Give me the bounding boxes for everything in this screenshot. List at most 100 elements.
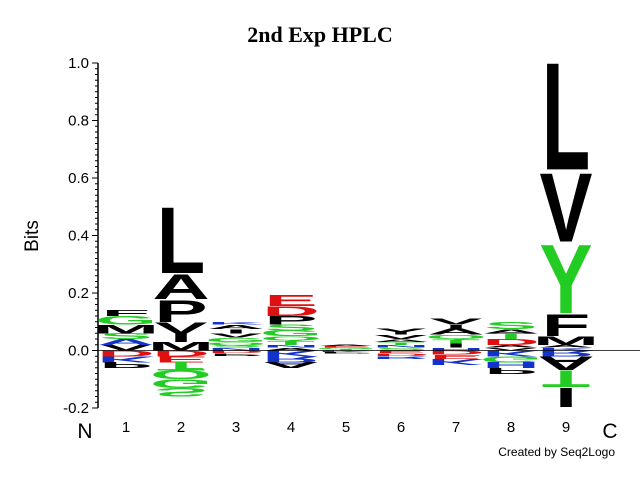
logo-glyph-m: M [93,323,159,336]
x-tick-label: 2 [177,419,185,436]
logo-glyph-i: I [445,324,467,331]
logo-glyph-g: G [315,347,377,349]
logo-glyph-p: P [210,353,263,357]
logo-glyph-e: E [320,346,373,348]
x-tick-label: 1 [122,419,130,436]
logo-glyph-t: T [322,349,371,351]
logo-glyph-i: I [225,328,247,335]
logo-glyph-v: V [430,318,483,327]
logo-glyph-k: K [97,355,155,364]
logo-glyph-d: D [372,353,429,357]
y-tick-label: 0.0 [68,343,89,360]
logo-glyph-a: A [482,328,539,335]
logo-glyph-h: H [482,360,539,369]
logo-stacks: VASMGFDKPMIVPALDETQGSNSQGVIAKDPANTQGSPDE… [93,30,599,413]
logo-glyph-s: S [265,323,318,332]
logo-glyph-r: R [537,349,594,358]
y-tick-label: 0.4 [68,228,89,245]
chart-title: 2nd Exp HPLC [247,22,393,47]
logo-glyph-f: F [542,307,591,342]
logo-glyph-e: E [430,354,483,361]
logo-glyph-t: T [487,332,536,341]
logo-glyph-a: A [207,324,264,331]
logo-glyph-y: Y [540,224,593,334]
logo-glyph-v: V [100,343,153,352]
logo-glyph-s: S [100,332,153,341]
logo-glyph-m: M [533,334,599,347]
logo-glyph-k: K [537,347,595,351]
logo-glyph-d: D [262,304,319,319]
logo-glyph-v: V [210,332,264,339]
logo-glyph-q: Q [425,334,487,341]
logo-glyph-r: R [372,355,429,359]
logo-glyph-q: Q [260,335,322,342]
logo-glyph-n: N [372,344,429,348]
logo-glyph-d: D [207,350,264,354]
logo-glyph-g: G [95,314,157,327]
logo-glyph-t: T [267,339,316,346]
logo-glyph-g: G [260,329,322,338]
c-terminal-label: C [602,420,617,443]
logo-glyph-s: S [210,344,263,348]
logo-glyph-i: I [170,331,192,344]
logo-glyph-t: T [542,365,591,391]
logo-glyph-a: A [482,344,539,348]
logo-glyph-p: P [320,352,373,354]
logo-glyph-k: K [262,349,320,358]
logo-glyph-d: D [97,349,154,358]
logo-glyph-a: A [427,328,484,337]
logo-glyph-t: T [432,338,481,345]
logo-glyph-i: I [555,382,577,413]
logo-glyph-y: Y [375,328,428,337]
logo-glyph-k: K [427,357,485,366]
x-tick-label: 9 [562,419,570,436]
y-tick-label: 0.6 [68,170,89,187]
x-tick-label: 5 [342,419,350,436]
y-tick-label: 0.2 [68,285,89,302]
logo-glyph-l: L [157,188,206,293]
logo-glyph-a: A [262,347,319,351]
logo-glyph-q: Q [150,368,212,381]
y-tick-label: -0.2 [63,400,89,417]
logo-glyph-g: G [150,377,212,390]
y-axis-label: Bits [22,220,43,252]
logo-glyph-v: V [375,334,429,341]
logo-glyph-a: A [152,267,209,307]
logo-glyph-i: I [445,342,467,349]
logo-glyph-f: F [102,309,151,318]
logo-glyph-s: S [375,347,428,351]
logo-glyph-p: P [100,360,153,369]
logo-glyph-d: D [152,349,209,358]
logo-glyph-a: A [537,344,594,348]
logo-glyph-s: S [155,385,208,398]
logo-glyph-v: V [540,152,593,262]
logo-glyph-m: M [148,340,214,353]
logo-glyph-e: E [265,292,318,310]
logo-glyph-g: G [480,355,542,364]
logo-glyph-k: K [207,321,265,325]
logo-glyph-h: H [427,347,484,351]
logo-glyph-v: V [485,347,539,351]
x-tick-label: 8 [507,419,515,436]
logo-glyph-a: A [97,338,154,347]
logo-glyph-t: T [157,359,206,372]
credit-text: Created by Seq2Logo [498,445,615,459]
x-tick-label: 7 [452,419,460,436]
logo-glyph-a: A [317,344,374,346]
logo-glyph-d: D [482,338,539,347]
logo-glyph-e: E [155,355,208,364]
logo-glyph-r: R [262,355,319,364]
logo-glyph-t: T [377,341,426,345]
logo-glyph-n: N [207,347,264,351]
logo-glyph-a: A [537,352,594,374]
logo-glyph-p: P [485,366,538,375]
logo-glyph-v: V [155,319,208,337]
logo-glyph-a: A [262,360,319,369]
logo-glyph-e: E [375,350,428,354]
logo-glyph-q: Q [205,341,267,345]
logo-glyph-p: P [265,314,318,327]
logo-glyph-s: S [485,320,538,331]
logo-glyph-g: G [205,337,267,344]
logo-glyph-l: L [542,30,591,202]
logo-glyph-k: K [317,350,375,352]
